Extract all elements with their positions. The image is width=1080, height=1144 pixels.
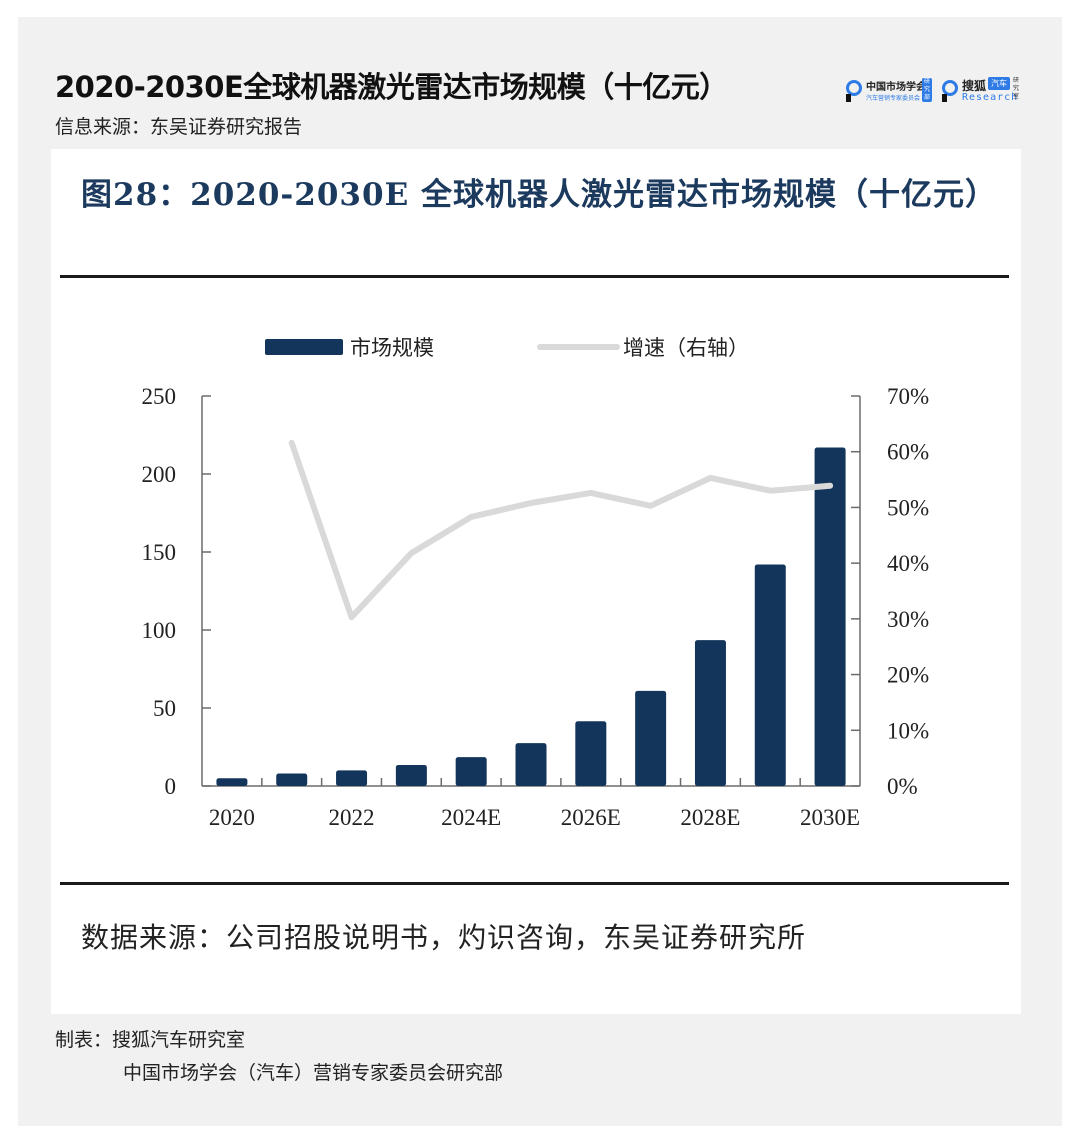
sohu-research-logo: 搜狐 汽车 Research 研究室: [942, 76, 1022, 108]
bar-2029E: [754, 564, 786, 786]
figure-source: 数据来源：公司招股说明书，灼识咨询，东吴证券研究所: [81, 921, 807, 954]
x-tick-label: 2020: [209, 805, 255, 830]
logo-subtitle: Research: [962, 92, 1019, 103]
left-tick-label: 0: [165, 774, 177, 799]
right-tick-label: 50%: [887, 495, 929, 520]
figure-title: 图28：2020-2030E 全球机器人激光雷达市场规模（十亿元）: [81, 177, 997, 213]
bar-2028E: [694, 640, 726, 786]
logo-name: 搜狐: [962, 79, 987, 93]
r-logo-icon: [846, 80, 862, 102]
growth-line: [288, 439, 834, 621]
page-title: 2020-2030E全球机器激光雷达市场规模（十亿元）: [55, 70, 728, 104]
bar-2024E: [455, 757, 487, 786]
right-tick-label: 70%: [887, 384, 929, 409]
credits-line-1: 制表：搜狐汽车研究室: [55, 1029, 246, 1051]
left-tick-label: 200: [142, 462, 177, 487]
right-tick-label: 60%: [887, 440, 929, 465]
chart-legend: 市场规模 增速（右轴）: [265, 336, 749, 360]
left-tick-label: 100: [142, 618, 177, 643]
x-tick-label: 2028E: [680, 805, 740, 830]
bar-series: [216, 447, 846, 786]
x-tick-label: 2022: [329, 805, 375, 830]
bar-2020: [216, 778, 248, 786]
x-tick-label: 2024E: [441, 805, 501, 830]
figure-panel: 图28：2020-2030E 全球机器人激光雷达市场规模（十亿元） 市场规模 增…: [51, 149, 1021, 1014]
r-logo-icon: [942, 80, 958, 102]
right-tick-label: 30%: [887, 607, 929, 632]
line-series: [288, 439, 834, 621]
bar-2026E: [575, 721, 607, 786]
logo-group: 中国市场学会 汽车营销专家委员会 研究部 搜狐 汽车 Research 研究室: [846, 76, 1021, 108]
x-tick-label: 2026E: [561, 805, 621, 830]
right-tick-label: 0%: [887, 774, 918, 799]
logo-subtitle: 汽车营销专家委员会: [866, 95, 921, 102]
logo-badge: 汽车: [988, 77, 1010, 90]
legend-bar-swatch: [265, 339, 343, 355]
logo-badge: 研究部: [922, 78, 932, 102]
left-tick-label: 50: [153, 696, 176, 721]
logo-side-text: 研究室: [1013, 77, 1020, 100]
right-tick-label: 10%: [887, 718, 929, 743]
logo-name: 中国市场学会: [866, 82, 926, 93]
bottom-rule: [60, 882, 1009, 885]
bar-2023: [395, 764, 427, 786]
credits: 制表：搜狐汽车研究室 中国市场学会（汽车）营销专家委员会研究部: [55, 1024, 503, 1090]
cma-logo: 中国市场学会 汽车营销专家委员会 研究部: [846, 76, 936, 108]
bar-2021: [276, 773, 308, 786]
bar-2030E: [814, 447, 846, 786]
left-tick-label: 250: [142, 384, 177, 409]
left-tick-label: 150: [142, 540, 177, 565]
top-rule: [60, 275, 1009, 278]
x-tick-label: 2030E: [800, 805, 860, 830]
bar-2025E: [515, 743, 547, 786]
right-tick-label: 20%: [887, 663, 929, 688]
chart-axes: 0 50 100 150 200 250 0% 10% 20% 30% 40% 50% 60% 70% 20…: [142, 384, 930, 830]
legend-bar-label: 市场规模: [350, 336, 434, 360]
credits-line-2: 中国市场学会（汽车）营销专家委员会研究部: [123, 1062, 504, 1084]
right-tick-label: 40%: [887, 551, 929, 576]
bar-2027E: [635, 690, 667, 786]
legend-line-label: 增速（右轴）: [623, 336, 749, 360]
bar-2022: [336, 770, 368, 786]
info-source: 信息来源：东吴证券研究报告: [55, 116, 303, 138]
chart: 市场规模 增速（右轴） 0 50 100 150 200 250 0% 10% 20% 30% 40…: [142, 336, 930, 830]
